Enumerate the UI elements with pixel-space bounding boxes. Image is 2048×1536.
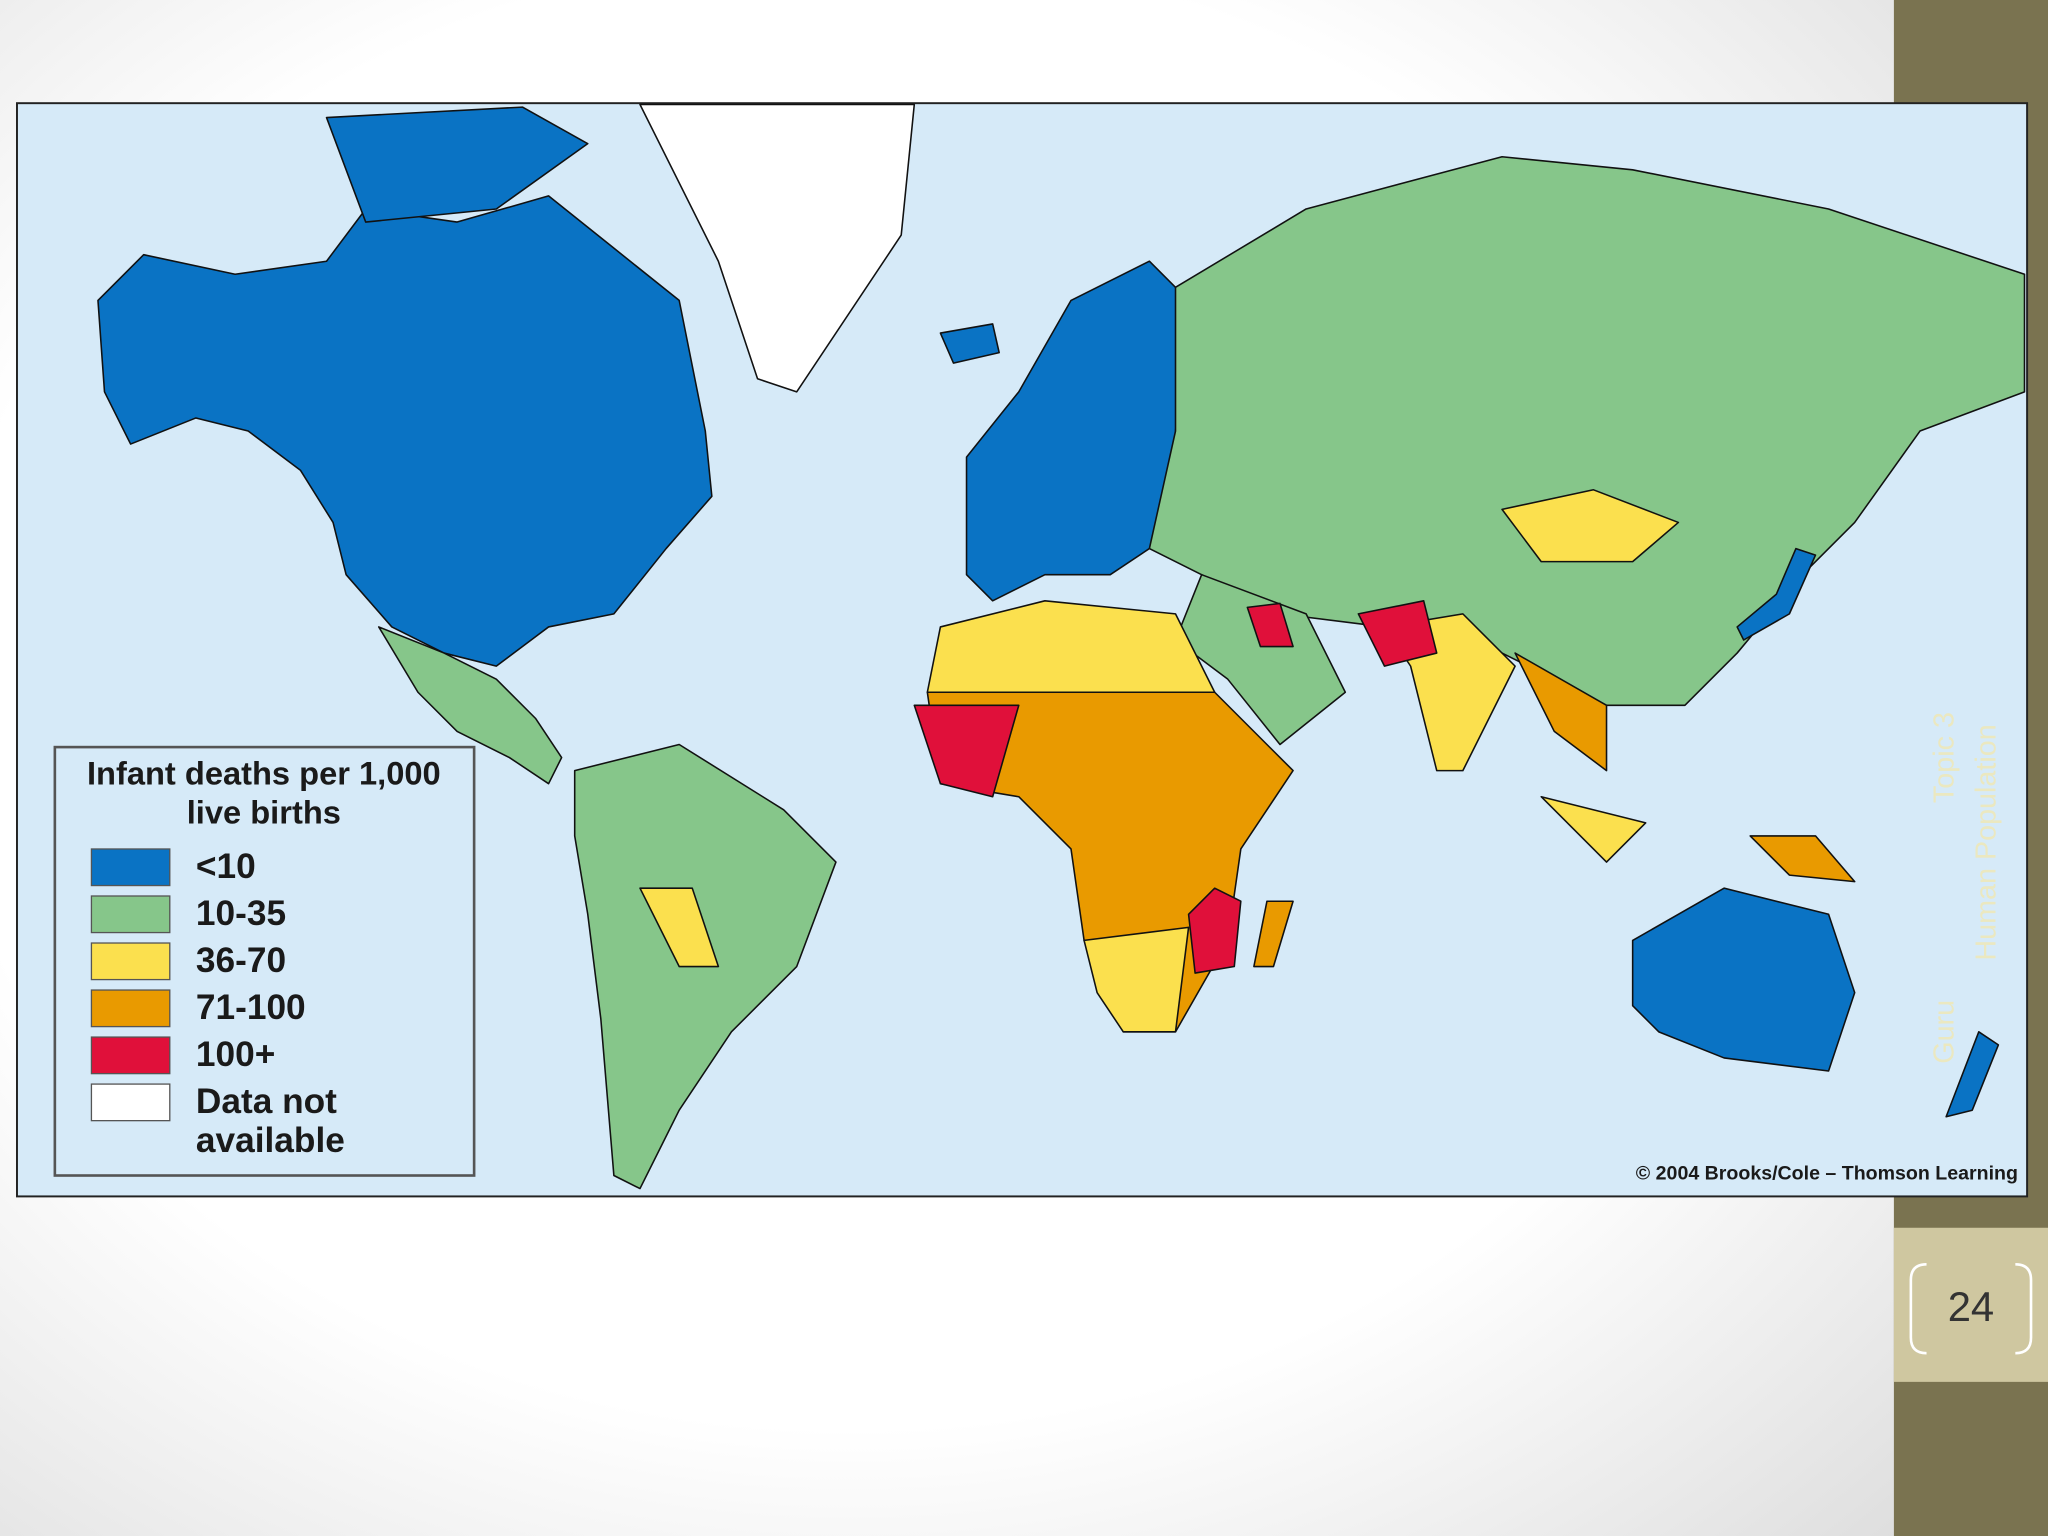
new-zealand	[1945, 1031, 2000, 1118]
page-number: 24	[1948, 1283, 1994, 1330]
sidebar-line: Guru	[1929, 1000, 1961, 1064]
australia	[1631, 887, 1856, 1072]
legend-label: 10-35	[196, 894, 286, 933]
central-america	[377, 626, 563, 785]
new-guinea	[1749, 835, 1856, 883]
bracket-left	[1909, 1263, 1927, 1355]
legend-swatch	[90, 895, 171, 934]
arctic-islands	[325, 106, 589, 223]
credit: © 2004 Brooks/Cole – Thomson Learning	[1636, 1162, 2018, 1184]
legend-label: 100+	[196, 1035, 275, 1074]
iceland	[939, 323, 1000, 364]
legend-label: 36-70	[196, 941, 286, 980]
sidebar-text: Guru Topic 3 Human Population	[1929, 712, 2003, 1064]
indonesia	[1540, 795, 1647, 863]
africa-west	[913, 704, 1020, 798]
sidebar-line: Human Population	[1971, 724, 2003, 960]
madagascar	[1253, 900, 1294, 968]
iraq	[1246, 602, 1294, 648]
bracket-right	[2015, 1263, 2033, 1355]
mongolia	[1501, 489, 1680, 563]
africa-east	[1187, 887, 1242, 974]
legend-title: Infant deaths per 1,000	[87, 754, 441, 791]
legend-swatch	[90, 848, 171, 887]
legend-swatch	[90, 1083, 171, 1122]
legend-swatch	[90, 1036, 171, 1075]
legend-label: available	[196, 1121, 345, 1160]
afghanistan	[1357, 600, 1438, 667]
legend-label: 71-100	[196, 988, 306, 1027]
sidebar-line: Topic 3	[1929, 712, 1961, 803]
greenland	[639, 103, 916, 393]
bolivia	[639, 887, 720, 968]
japan	[1736, 547, 1817, 641]
legend-title: live births	[187, 794, 341, 831]
legend-swatch	[90, 942, 171, 981]
southeast-asia	[1514, 652, 1608, 772]
legend-swatch	[90, 989, 171, 1028]
legend-label: <10	[196, 847, 256, 886]
page-number-box	[1893, 1227, 2048, 1382]
africa-south	[1083, 926, 1190, 1033]
legend-label: Data not	[196, 1082, 337, 1121]
